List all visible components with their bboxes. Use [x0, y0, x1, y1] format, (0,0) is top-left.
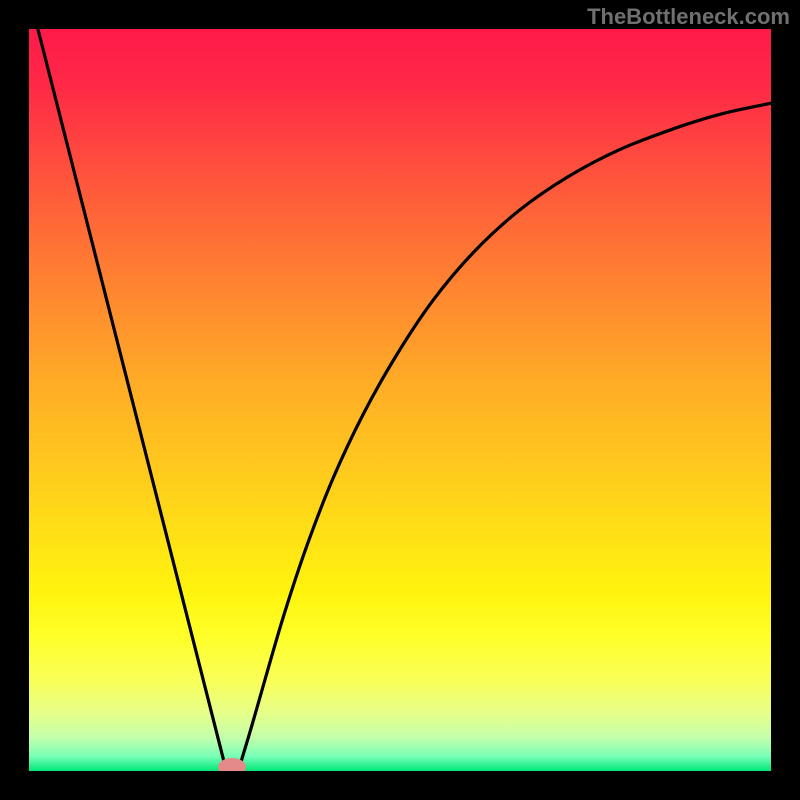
plot-area	[29, 29, 771, 771]
figure-root: TheBottleneck.com	[0, 0, 800, 800]
curve-path	[38, 29, 771, 771]
watermark-text: TheBottleneck.com	[587, 4, 790, 30]
minimum-marker	[218, 758, 246, 771]
bottleneck-curve	[29, 29, 771, 771]
